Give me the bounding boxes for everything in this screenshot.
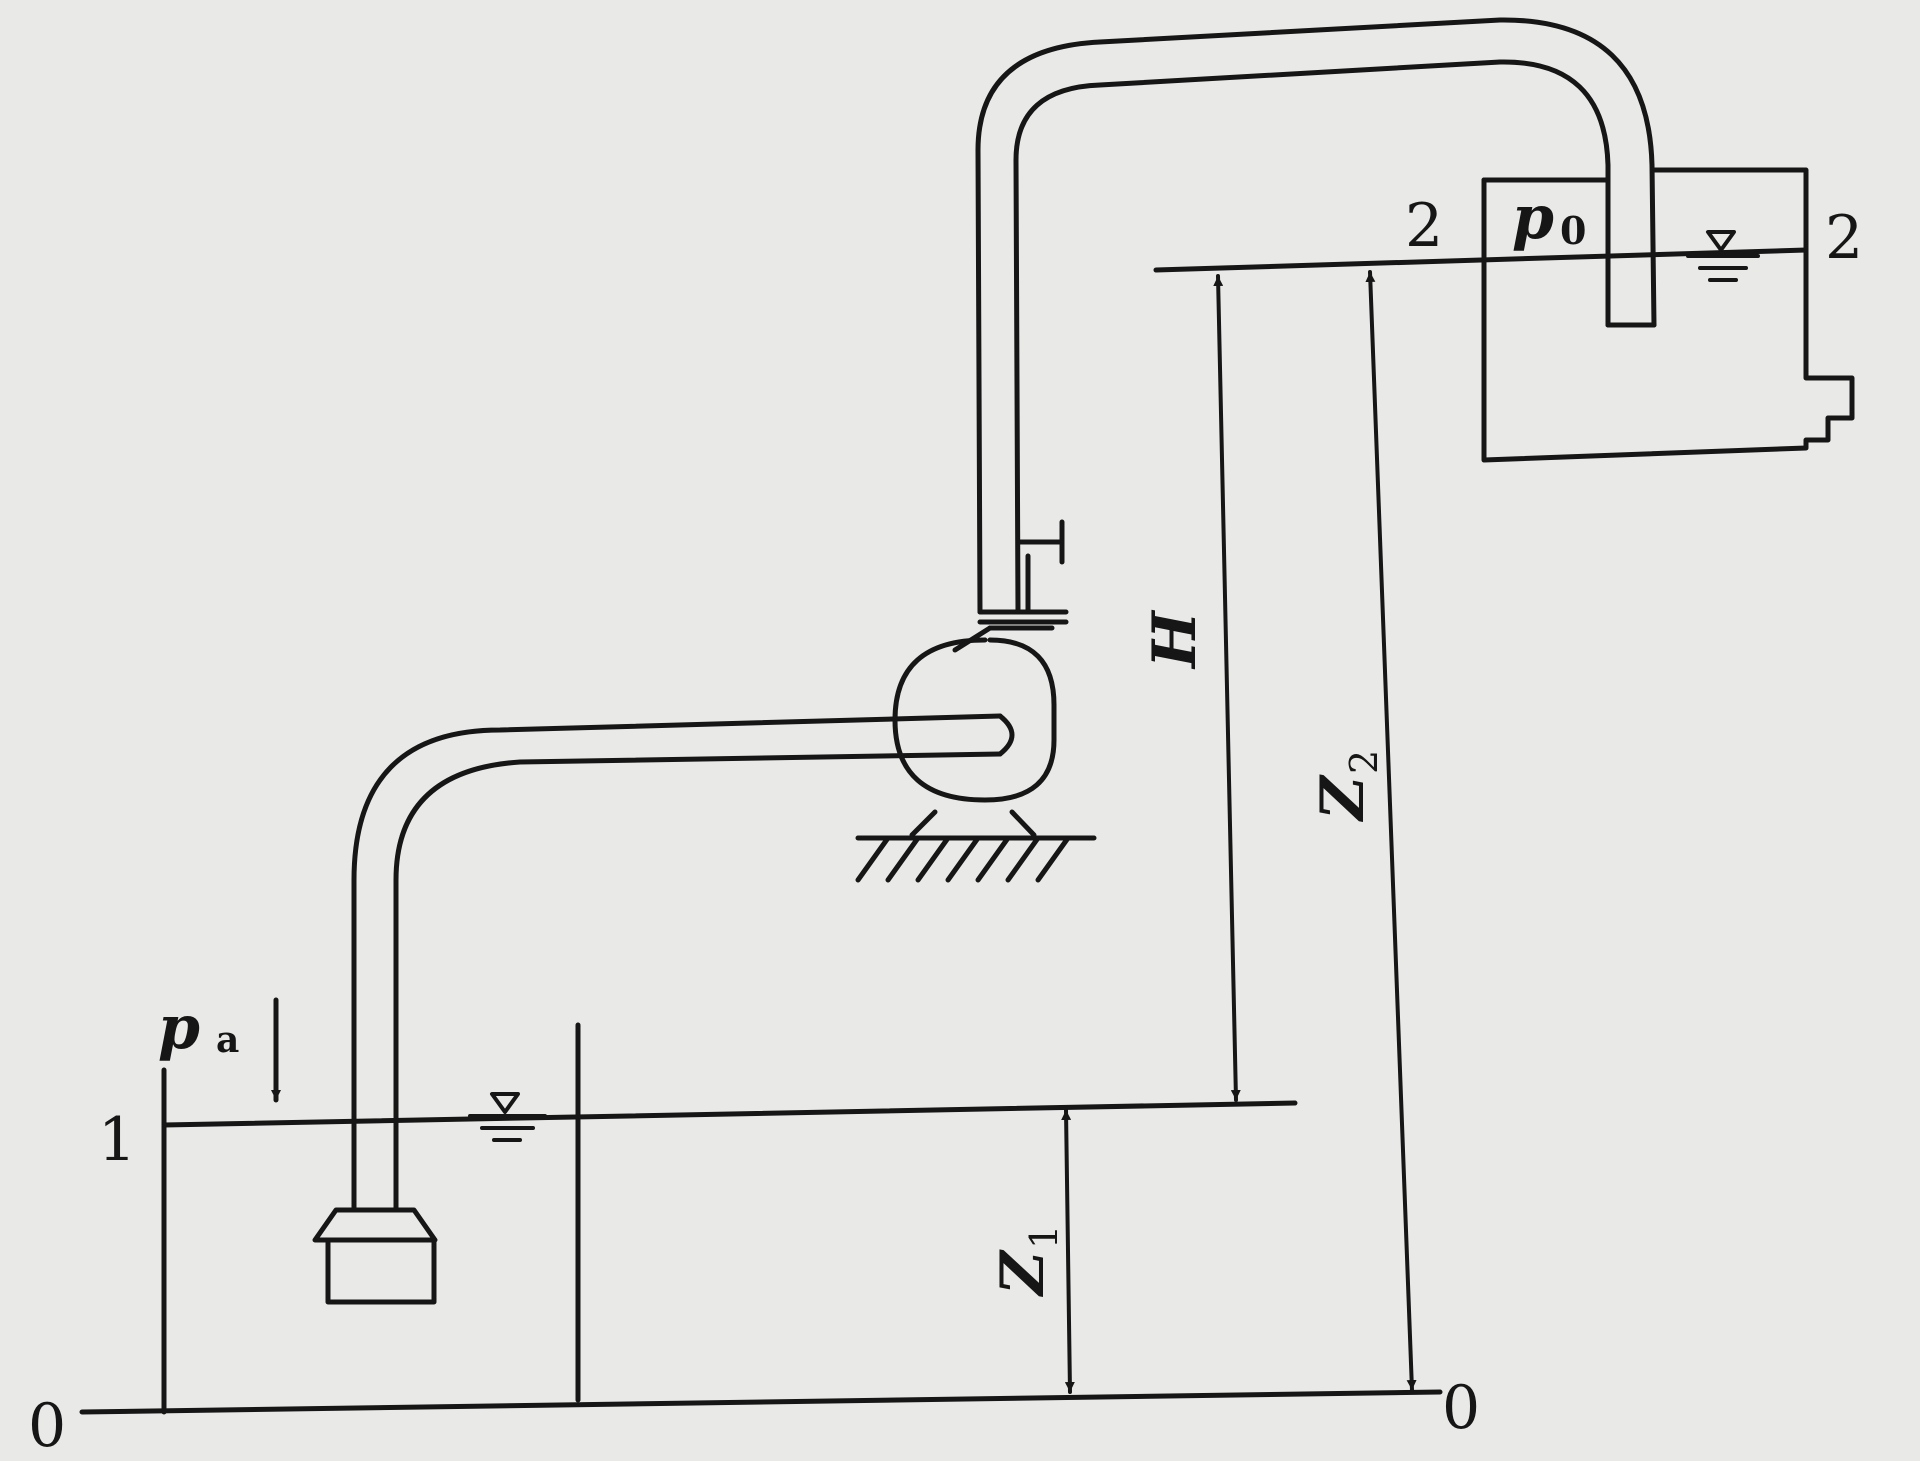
head-H-label: H [1140, 609, 1210, 670]
z2-label: Z 2 [1308, 750, 1386, 822]
dimension-Z2 [1365, 270, 1417, 1392]
pressure-atm-label: p a [158, 993, 239, 1063]
pressure-tank-label: p 0 [1512, 183, 1586, 253]
dimension-H [1213, 274, 1241, 1102]
dimension-Z1 [1061, 1108, 1075, 1394]
datum-line [79, 1389, 1443, 1415]
z2-symbol: Z [1308, 774, 1378, 822]
pressure-atm-symbol: p [158, 993, 200, 1063]
datum-0-left-label: 0 [28, 1391, 66, 1456]
section-1-label: 1 [98, 1105, 136, 1175]
pump [892, 625, 1057, 838]
section-2-left-label: 2 [1405, 191, 1443, 261]
z2-subscript: 2 [1342, 750, 1386, 774]
z1-subscript: 1 [1022, 1225, 1066, 1249]
pressure-tank-subscript: 0 [1560, 208, 1586, 253]
pump-outlet-flange [977, 609, 1069, 625]
discharge-valve [1015, 519, 1065, 615]
suction-pipe [351, 713, 1015, 1213]
water-level-symbol-upper [1686, 230, 1760, 282]
lower-reservoir [161, 1022, 581, 1415]
water-level-symbol-lower [468, 1092, 547, 1142]
discharge-pipe [975, 17, 1657, 615]
water-surface-2 [1153, 247, 1809, 273]
pressure-tank-symbol: p [1512, 183, 1554, 253]
z1-label: Z 1 [988, 1225, 1066, 1297]
section-2-right-label: 2 [1825, 203, 1863, 273]
pressure-atm-subscript: a [216, 1019, 239, 1061]
upper-tank [1481, 167, 1855, 463]
water-surface-1 [161, 1100, 1298, 1128]
ground-hatching [855, 835, 1097, 883]
datum-0-right-label: 0 [1442, 1373, 1480, 1443]
z1-symbol: Z [988, 1249, 1058, 1297]
foot-valve [312, 1207, 438, 1305]
